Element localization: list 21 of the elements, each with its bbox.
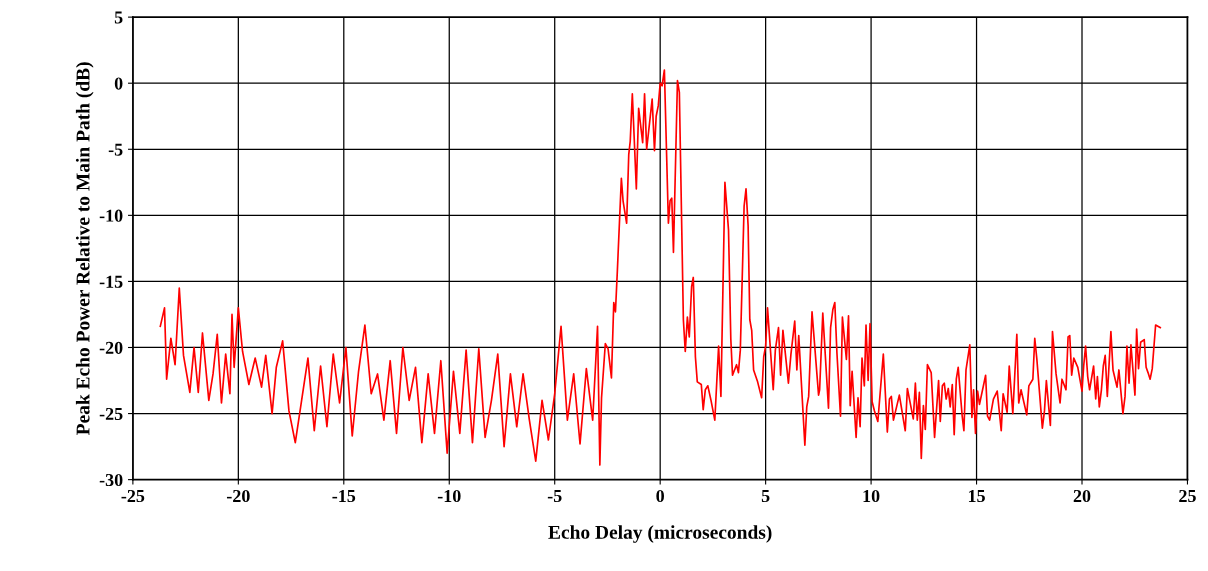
x-tick-label: -10 (437, 489, 461, 503)
x-tick-label: 20 (1073, 489, 1091, 503)
y-tick-label: -5 (108, 143, 123, 156)
y-tick-label: 5 (114, 11, 123, 24)
y-tick-label: -10 (99, 209, 123, 222)
x-tick-label: 25 (1179, 489, 1196, 503)
x-tick-label: 15 (968, 489, 985, 503)
x-tick-label: 10 (863, 489, 880, 503)
y-tick-label: 0 (114, 77, 123, 90)
y-tick-label: -20 (99, 341, 123, 354)
x-tick-label: 0 (656, 489, 664, 503)
y-tick-label: -30 (99, 473, 123, 487)
y-axis-title: Peak Echo Power Relative to Main Path (dB) (75, 62, 94, 436)
x-tick-label: -15 (332, 489, 356, 503)
x-tick-label: 5 (761, 490, 770, 503)
x-tick-label: -5 (547, 490, 562, 503)
x-tick-label: -20 (226, 489, 250, 503)
x-axis-title: Echo Delay (microseconds) (548, 525, 772, 543)
y-tick-label: -15 (99, 275, 123, 288)
line-series (159, 69, 1162, 466)
y-tick-label: -25 (99, 407, 123, 421)
